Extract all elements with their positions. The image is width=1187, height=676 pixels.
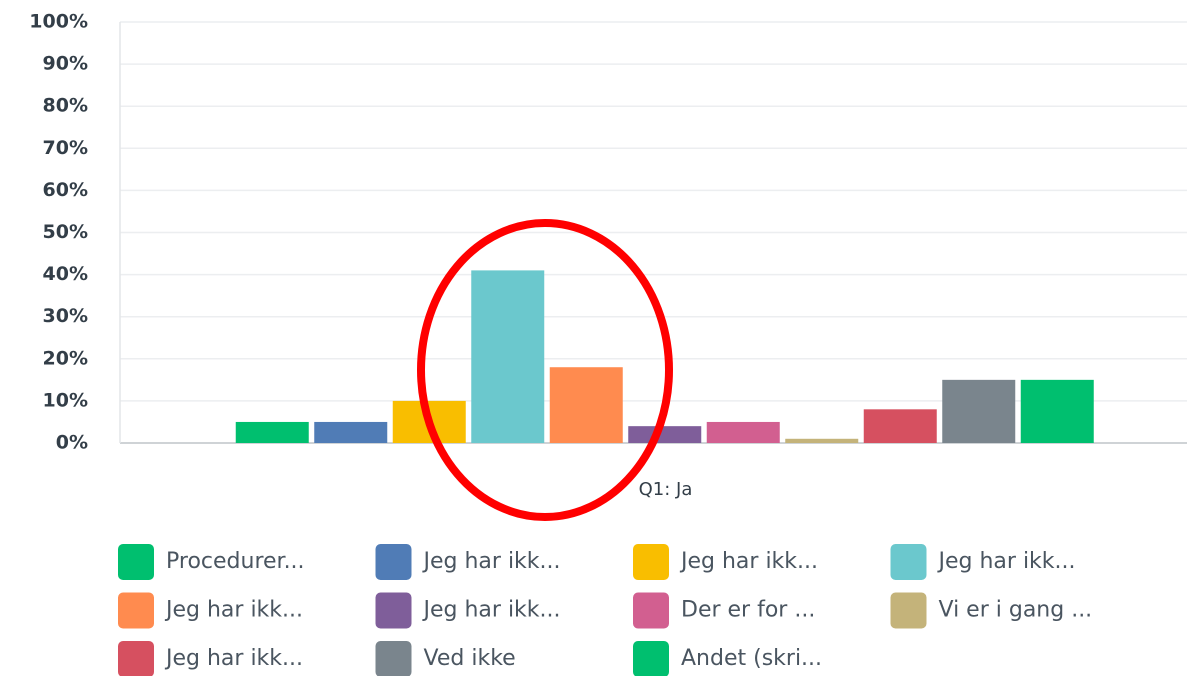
- bar: [549, 367, 623, 443]
- y-tick-label: 20%: [43, 347, 88, 369]
- legend-label: Jeg har ikk...: [422, 598, 561, 623]
- legend-label: Jeg har ikk...: [164, 646, 303, 671]
- y-tick-label: 90%: [43, 53, 88, 75]
- y-tick-label: 80%: [43, 95, 88, 117]
- legend-swatch: [375, 592, 412, 629]
- legend-swatch: [633, 544, 669, 580]
- highlight-ellipse: [417, 219, 673, 521]
- legend-label: Jeg har ikk...: [164, 598, 303, 623]
- legend-swatch: [118, 544, 154, 580]
- y-tick-label: 10%: [43, 389, 88, 411]
- bar: [863, 409, 937, 443]
- legend-swatch: [375, 641, 412, 676]
- bar: [314, 421, 388, 443]
- legend-label: Der er for ...: [681, 598, 815, 623]
- legend-label: Procedurer...: [166, 549, 305, 574]
- y-tick-label: 100%: [29, 11, 88, 33]
- y-tick-label: 60%: [43, 179, 88, 201]
- x-tick-label: Q1: Ja: [639, 479, 693, 500]
- legend-label: Vi er i gang ...: [939, 598, 1093, 623]
- y-tick-label: 50%: [43, 221, 88, 243]
- bar: [1020, 379, 1094, 443]
- legend-swatch: [118, 641, 154, 676]
- legend-label: Andet (skri...: [681, 646, 822, 671]
- bar: [706, 421, 780, 443]
- y-tick-label: 30%: [43, 305, 88, 327]
- bar: [235, 421, 309, 443]
- bar: [628, 426, 702, 443]
- legend-swatch: [375, 544, 412, 580]
- legend-swatch: [890, 592, 927, 629]
- legend-swatch: [118, 592, 154, 629]
- legend-label: Jeg har ikk...: [937, 549, 1076, 574]
- legend-label: Jeg har ikk...: [422, 549, 561, 574]
- bar: [471, 270, 545, 443]
- legend-label: Ved ikke: [424, 646, 516, 671]
- bar: [942, 379, 1016, 443]
- legend-swatch: [633, 592, 669, 629]
- y-tick-label: 0%: [56, 432, 88, 454]
- legend-swatch: [890, 544, 927, 580]
- bar: [785, 438, 859, 443]
- y-tick-label: 70%: [43, 137, 88, 159]
- legend-label: Jeg har ikk...: [679, 549, 818, 574]
- y-tick-label: 40%: [43, 263, 88, 285]
- legend-swatch: [633, 641, 669, 676]
